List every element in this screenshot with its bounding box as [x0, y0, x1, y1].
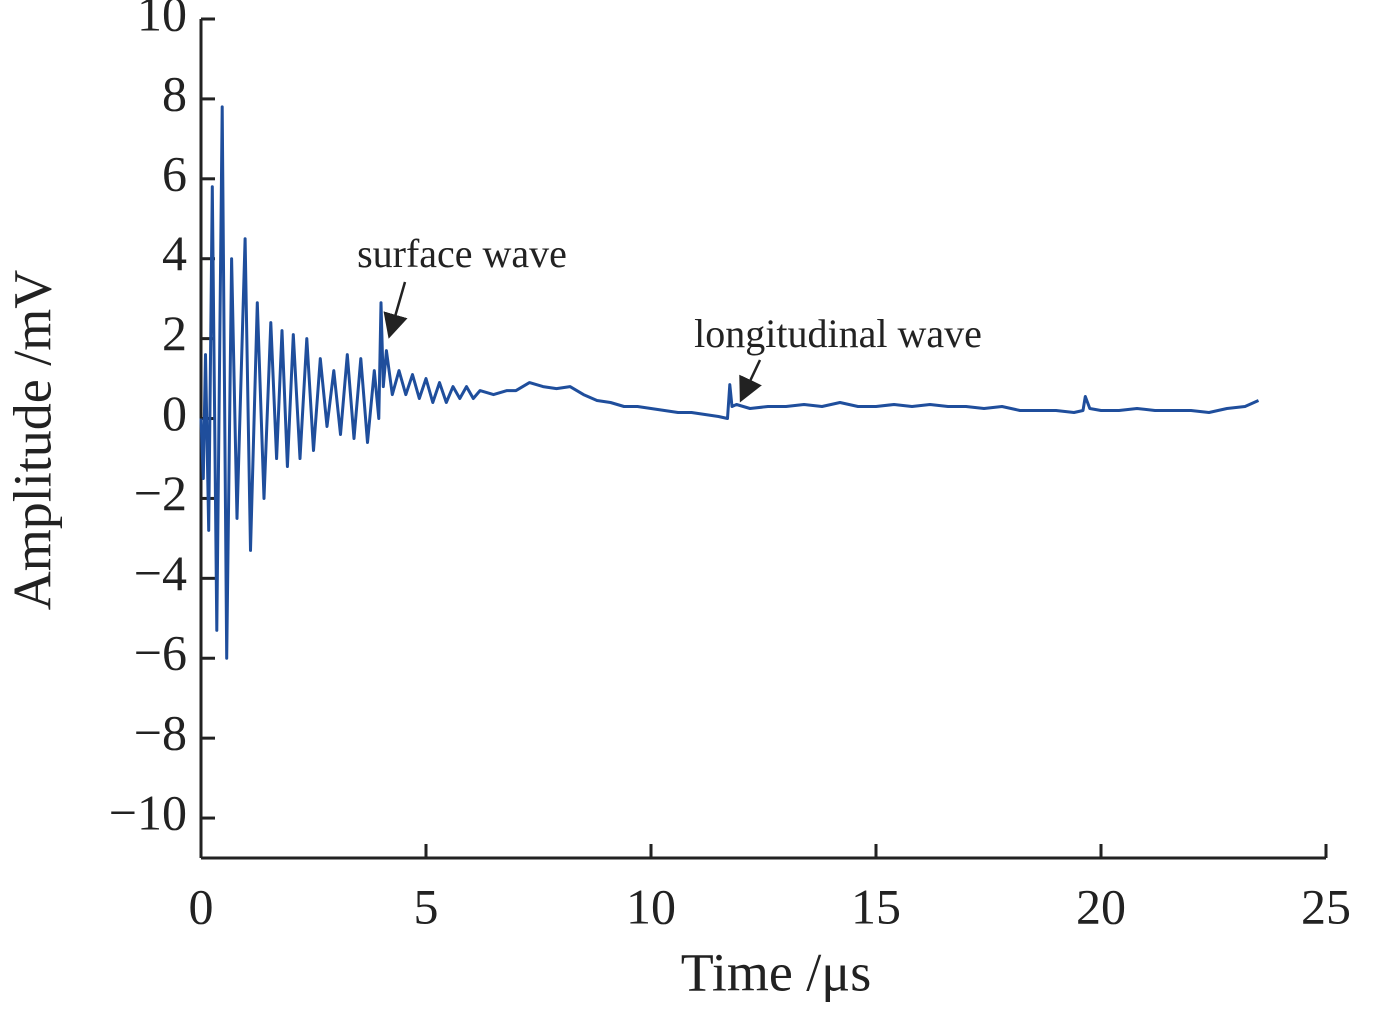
- y-tick-label: −4: [134, 545, 187, 601]
- y-tick-label: 2: [162, 305, 187, 361]
- y-tick-label: −10: [109, 785, 187, 841]
- signal-line: [199, 105, 1260, 660]
- y-tick-label: 6: [162, 145, 187, 201]
- y-tick-label: 10: [137, 0, 187, 41]
- annotation: longitudinal wave: [694, 311, 982, 356]
- y-tick-label: −8: [134, 705, 187, 761]
- x-axis-label: Time /μs: [681, 942, 872, 1002]
- x-tick-label: 0: [189, 878, 214, 934]
- y-tick-label: 8: [162, 65, 187, 121]
- x-tick-label: 15: [851, 878, 901, 934]
- annotation: surface wave: [357, 231, 567, 276]
- y-tick-label: −6: [134, 625, 187, 681]
- y-axis-label: Amplitude /mV: [2, 270, 62, 610]
- y-tick-label: 0: [162, 385, 187, 441]
- y-tick-label: −2: [134, 465, 187, 521]
- x-tick-label: 10: [626, 878, 676, 934]
- annotation-arrow: [383, 281, 408, 339]
- x-tick-label: 5: [414, 878, 439, 934]
- annotation-arrow: [739, 359, 762, 403]
- x-tick-label: 20: [1076, 878, 1126, 934]
- x-tick-label: 25: [1301, 878, 1351, 934]
- y-tick-label: 4: [162, 225, 187, 281]
